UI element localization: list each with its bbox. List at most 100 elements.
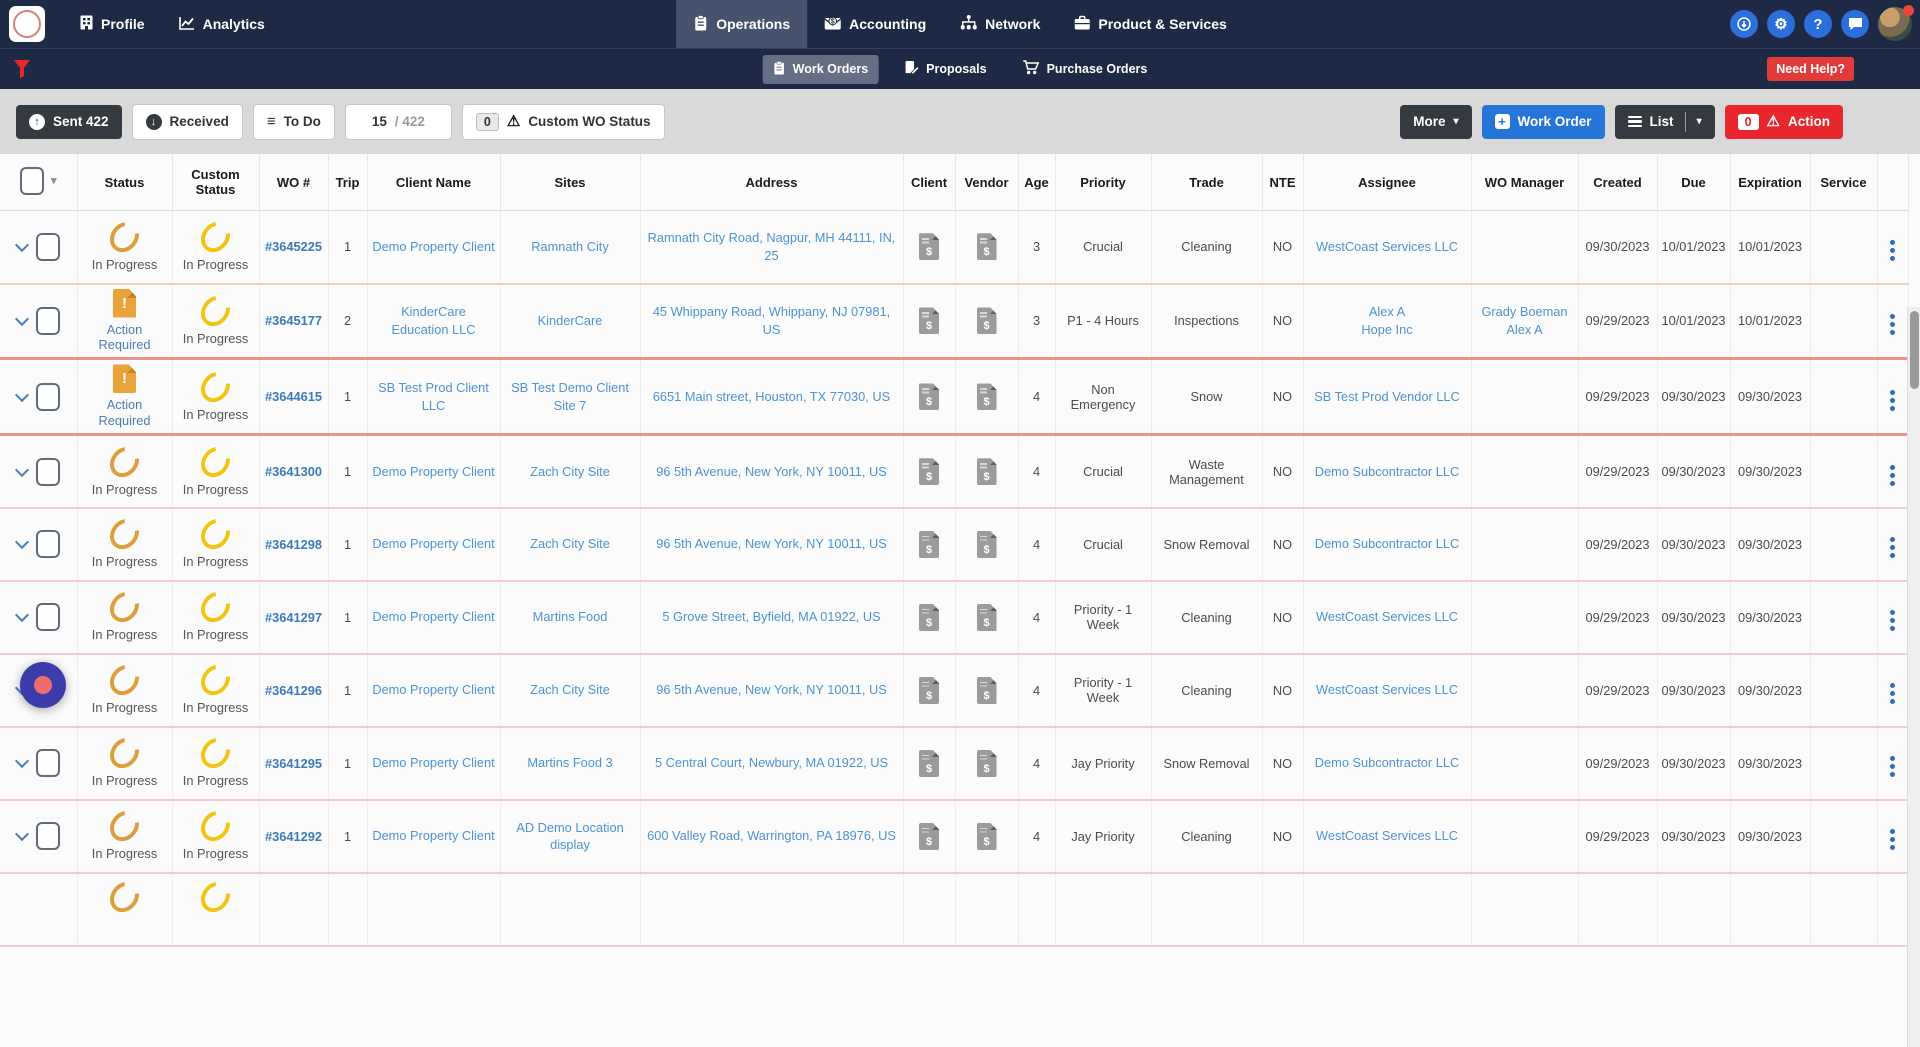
site-link[interactable]: Zach City Site [530, 536, 610, 552]
nav-item-analytics[interactable]: Analytics [162, 0, 282, 48]
kebab-menu-icon[interactable] [1890, 537, 1895, 559]
client-invoice-icon[interactable]: $ [919, 458, 939, 486]
row-checkbox[interactable] [35, 306, 60, 335]
header-service[interactable]: Service [1810, 154, 1878, 211]
more-button[interactable]: More ▾ [1400, 104, 1472, 139]
updates-target-icon[interactable] [1730, 10, 1758, 38]
wo-number-link[interactable]: #3641297 [265, 609, 322, 625]
assignee-link[interactable]: Demo Subcontractor LLC [1314, 463, 1460, 479]
assignee-link[interactable]: WestCoast Services LLC [1315, 609, 1458, 625]
header-trip[interactable]: Trip [328, 154, 368, 211]
vendor-invoice-icon[interactable]: $ [976, 749, 997, 777]
site-link[interactable]: SB Test Demo Client Site 7 [511, 380, 629, 413]
address-link[interactable]: 6651 Main street, Houston, TX 77030, US [652, 389, 891, 404]
custom-wo-status-button[interactable]: 0 ⚠ Custom WO Status [461, 103, 665, 140]
address-link[interactable]: 96 5th Avenue, New York, NY 10011, US [656, 682, 887, 698]
site-link[interactable]: Zach City Site [530, 682, 610, 698]
scrollbar-thumb[interactable] [1909, 311, 1919, 389]
assignee-link[interactable]: WestCoast Services LLC [1315, 828, 1458, 844]
header-assignee[interactable]: Assignee [1303, 154, 1472, 211]
chevron-down-icon[interactable] [14, 827, 29, 842]
client-invoice-icon[interactable]: $ [919, 676, 939, 704]
site-link[interactable]: Zach City Site [530, 463, 610, 479]
address-link[interactable]: 5 Central Court, Newbury, MA 01922, US [654, 755, 889, 771]
address-link[interactable]: 96 5th Avenue, New York, NY 10011, US [656, 536, 887, 552]
kebab-menu-icon[interactable] [1890, 829, 1895, 851]
address-link[interactable]: Ramnath City Road, Nagpur, MH 44111, IN,… [647, 229, 896, 263]
nav-item-network[interactable]: Network [943, 0, 1057, 48]
wo-manager-link[interactable]: Grady Boeman Alex A [1481, 304, 1568, 337]
chevron-down-icon[interactable] [14, 387, 29, 403]
chevron-down-icon[interactable] [14, 311, 29, 327]
header-trade[interactable]: Trade [1151, 154, 1263, 211]
assignee-link[interactable]: WestCoast Services LLC [1315, 238, 1458, 254]
tab-purchase-orders[interactable]: Purchase Orders [1013, 54, 1158, 84]
client-name-link[interactable]: Demo Property Client [372, 755, 495, 771]
list-view-button[interactable]: List ▾ [1614, 104, 1715, 139]
row-checkbox[interactable] [35, 603, 60, 632]
kebab-menu-icon[interactable] [1890, 464, 1895, 486]
wo-number-link[interactable]: #3641295 [265, 755, 322, 771]
assignee-link[interactable]: SB Test Prod Vendor LLC [1314, 389, 1460, 404]
vendor-invoice-icon[interactable]: $ [976, 676, 997, 704]
wo-number-link[interactable]: #3641292 [265, 828, 322, 844]
site-link[interactable]: Martins Food [532, 609, 608, 625]
row-checkbox[interactable] [35, 749, 60, 778]
vendor-invoice-icon[interactable]: $ [976, 383, 997, 411]
wo-number-link[interactable]: #3645225 [265, 239, 322, 255]
filter-icon[interactable] [13, 59, 31, 79]
client-invoice-icon[interactable]: $ [919, 233, 939, 261]
address-link[interactable]: 45 Whippany Road, Whippany, NJ 07981, US [652, 304, 891, 337]
header-priority[interactable]: Priority [1055, 154, 1152, 211]
address-link[interactable]: 96 5th Avenue, New York, NY 10011, US [656, 463, 887, 479]
assignee-link[interactable]: Demo Subcontractor LLC [1314, 755, 1460, 771]
help-icon[interactable]: ? [1804, 10, 1832, 38]
kebab-menu-icon[interactable] [1890, 313, 1895, 335]
kebab-menu-icon[interactable] [1890, 610, 1895, 632]
vendor-invoice-icon[interactable]: $ [976, 307, 997, 335]
site-link[interactable]: AD Demo Location display [516, 819, 624, 853]
assignee-link[interactable]: Alex A Hope Inc [1361, 304, 1413, 337]
wo-number-link[interactable]: #3645177 [265, 313, 322, 329]
header-vendor[interactable]: Vendor [955, 154, 1019, 211]
todo-filter-button[interactable]: ≡ To Do [252, 103, 335, 140]
tab-work-orders[interactable]: Work Orders [762, 54, 879, 84]
client-name-link[interactable]: SB Test Prod Client LLC [378, 380, 489, 413]
wo-number-link[interactable]: #3644615 [265, 389, 322, 405]
wo-number-link[interactable]: #3641300 [265, 464, 322, 480]
client-invoice-icon[interactable]: $ [919, 307, 939, 335]
kebab-menu-icon[interactable] [1890, 239, 1895, 261]
client-invoice-icon[interactable]: $ [919, 822, 939, 850]
chat-icon[interactable] [1841, 10, 1869, 38]
header-nte[interactable]: NTE [1262, 154, 1304, 211]
need-help-button[interactable]: Need Help? [1767, 57, 1854, 81]
chevron-down-icon[interactable] [14, 608, 29, 623]
nav-item-products-services[interactable]: Product & Services [1057, 0, 1243, 48]
client-name-link[interactable]: Demo Property Client [372, 682, 495, 698]
header-due[interactable]: Due [1657, 154, 1731, 211]
company-logo[interactable] [9, 6, 45, 42]
row-checkbox[interactable] [35, 382, 60, 411]
kebab-menu-icon[interactable] [1890, 756, 1895, 778]
header-status[interactable]: Status [77, 154, 173, 211]
client-name-link[interactable]: Demo Property Client [372, 536, 495, 552]
nav-item-accounting[interactable]: $ Accounting [807, 0, 943, 48]
nav-item-operations[interactable]: Operations [676, 0, 808, 48]
chevron-down-icon[interactable] [14, 754, 29, 769]
client-invoice-icon[interactable]: $ [919, 383, 939, 411]
user-avatar[interactable] [1878, 5, 1914, 41]
sent-filter-button[interactable]: ↑ Sent 422 [16, 104, 122, 139]
header-client[interactable]: Client [903, 154, 956, 211]
header-age[interactable]: Age [1018, 154, 1056, 211]
new-work-order-button[interactable]: + Work Order [1481, 104, 1605, 139]
chevron-down-icon[interactable] [14, 237, 29, 252]
site-link[interactable]: Martins Food 3 [527, 755, 613, 771]
wo-number-link[interactable]: #3641296 [265, 682, 322, 698]
vendor-invoice-icon[interactable]: $ [976, 603, 997, 631]
caret-down-icon[interactable]: ▾ [1696, 115, 1702, 127]
vendor-invoice-icon[interactable]: $ [976, 530, 997, 558]
select-all-checkbox[interactable] [19, 166, 44, 195]
vendor-invoice-icon[interactable]: $ [976, 822, 997, 850]
client-invoice-icon[interactable]: $ [919, 530, 939, 558]
row-checkbox[interactable] [35, 232, 60, 261]
